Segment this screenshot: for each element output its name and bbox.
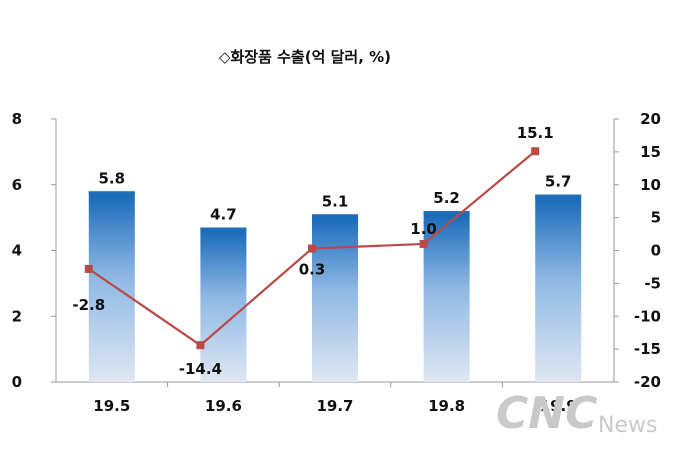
- y-left-tick-label: 8: [12, 110, 22, 128]
- line-point: [84, 264, 93, 273]
- bar-top-edge: [423, 211, 470, 215]
- bar: [423, 211, 470, 382]
- y-right-tick-label: 5: [651, 209, 661, 227]
- bar-value-label: 5.2: [433, 189, 460, 207]
- bar: [312, 214, 358, 382]
- y-right-tick-label: -20: [634, 373, 661, 391]
- x-tick-label: 19.8: [428, 397, 465, 415]
- watermark-main: CNC: [496, 388, 597, 439]
- y-right-tick-label: -10: [634, 307, 661, 325]
- data-labels: 5.8 4.7 5.1 5.2 5.7 -2.8 -14.4 0.3 1.0 15.1: [72, 124, 571, 378]
- watermark-logo: CNC News: [496, 388, 657, 439]
- bar-top-edge: [200, 227, 247, 231]
- watermark-sub: News: [598, 413, 657, 438]
- bar-value-label: 5.8: [99, 169, 126, 187]
- bar-top-edge: [312, 214, 358, 218]
- bar-top-edge: [535, 194, 582, 198]
- bar: [88, 191, 135, 382]
- line-value-label: -14.4: [179, 360, 222, 378]
- line-value-label: 15.1: [517, 124, 554, 142]
- line-value-label: 0.3: [299, 261, 326, 279]
- line-point: [419, 239, 428, 248]
- line-series: [84, 147, 540, 350]
- bar-series: [88, 191, 582, 382]
- x-tick-label: 19.5: [93, 397, 130, 415]
- y-right-tick-label: 20: [640, 110, 661, 128]
- bar: [200, 227, 247, 382]
- y-right-tick-label: 15: [640, 143, 661, 161]
- axes: 0 2 4 6 8 -20 -15 -10 -5 0 5 10 15 20 19.5 19.6 19.7 19.8…: [12, 110, 661, 415]
- y-left-tick-label: 4: [12, 242, 22, 260]
- y-right-tick-label: 10: [640, 176, 661, 194]
- bar: [535, 194, 582, 382]
- y-right-tick-label: -15: [634, 340, 661, 358]
- line-point: [196, 341, 205, 350]
- line-value-label: -2.8: [72, 296, 105, 314]
- x-tick-label: 19.6: [205, 397, 242, 415]
- chart-title: ◇화장품 수출(억 달러, %): [219, 48, 391, 66]
- y-left-tick-label: 6: [12, 176, 22, 194]
- x-tick-label: 19.9: [540, 397, 577, 415]
- bar-top-edge: [88, 191, 135, 195]
- y-left-tick-label: 0: [12, 373, 22, 391]
- y-right-tick-label: -5: [644, 274, 661, 292]
- bar-value-label: 5.1: [322, 192, 349, 210]
- y-right-tick-label: 0: [651, 242, 661, 260]
- line-value-label: 1.0: [410, 220, 437, 238]
- bar-value-label: 5.7: [545, 173, 572, 191]
- y-left-tick-label: 2: [12, 307, 22, 325]
- line-point: [308, 244, 316, 253]
- bar-value-label: 4.7: [210, 205, 237, 223]
- line-point: [531, 147, 540, 156]
- x-tick-label: 19.7: [316, 397, 353, 415]
